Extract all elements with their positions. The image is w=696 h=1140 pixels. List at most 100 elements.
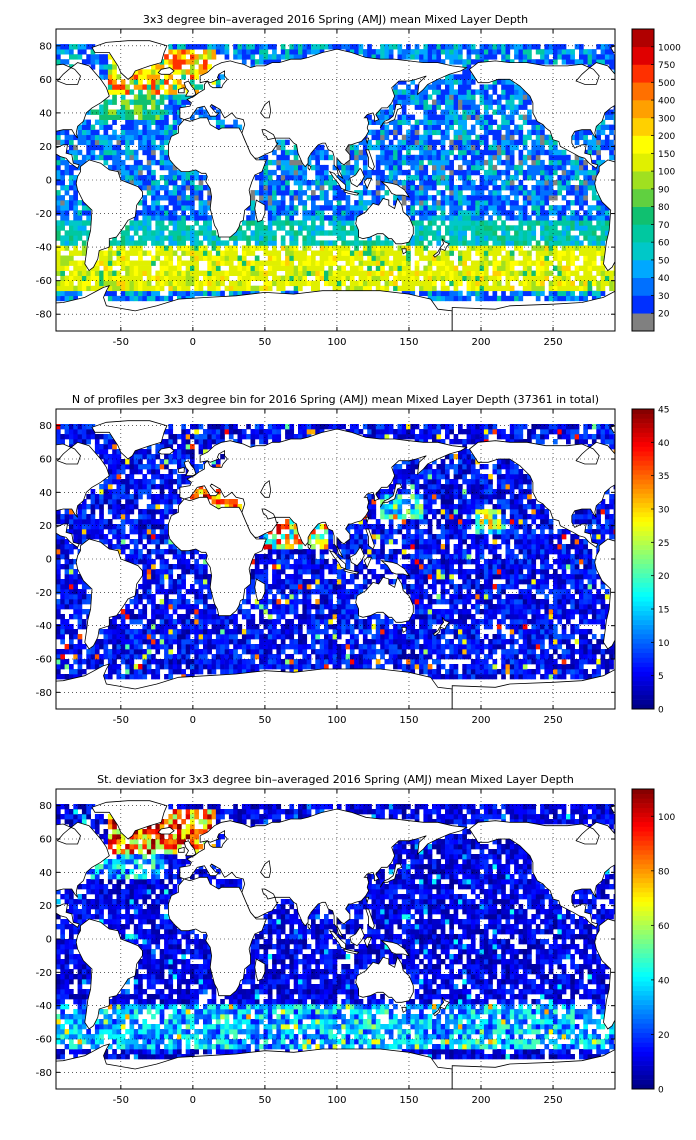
heatmap-cell (224, 54, 230, 60)
heatmap-cell (151, 119, 156, 125)
heatmap-cell (583, 654, 588, 660)
heatmap-cell (112, 99, 117, 105)
heatmap-cell (427, 119, 433, 125)
heatmap-cell (233, 265, 238, 271)
heatmap-cell (241, 290, 247, 297)
heatmap-cell (211, 664, 217, 670)
heatmap-cell (483, 54, 489, 60)
heatmap-cell (69, 644, 74, 650)
heatmap-cell (138, 270, 143, 276)
heatmap-cell (496, 215, 502, 221)
heatmap-cell (164, 139, 169, 146)
heatmap-cell (181, 54, 186, 60)
heatmap-cell (151, 169, 156, 176)
heatmap-cell (276, 175, 282, 181)
heatmap-cell (596, 649, 601, 655)
land-mass (75, 159, 143, 272)
heatmap-cell (211, 270, 217, 276)
heatmap-cell (570, 164, 575, 171)
heatmap-cell (531, 44, 537, 50)
heatmap-cell (514, 89, 519, 95)
heatmap-cell (138, 235, 143, 241)
heatmap-cell (116, 159, 122, 166)
x-tick-label: 250 (544, 337, 563, 348)
heatmap-cell (215, 659, 221, 665)
heatmap-cell (259, 260, 264, 266)
heatmap-cell (276, 180, 282, 186)
heatmap-cell (496, 270, 502, 276)
heatmap-cell (596, 285, 601, 292)
heatmap-cell (583, 245, 588, 251)
heatmap-cell (458, 104, 463, 110)
heatmap-cell (501, 260, 506, 266)
heatmap-cell (397, 154, 403, 161)
heatmap-cell (527, 280, 532, 287)
heatmap-cell (181, 49, 186, 55)
heatmap-cell (215, 275, 221, 281)
heatmap-cell (367, 54, 372, 60)
heatmap-cell (596, 159, 601, 166)
heatmap-cell (177, 260, 182, 266)
heatmap-cell (103, 634, 109, 640)
heatmap-cell (414, 220, 420, 226)
heatmap-cell (587, 270, 593, 276)
heatmap-cell (241, 59, 247, 65)
heatmap-cell (613, 114, 615, 120)
heatmap-cell (177, 114, 182, 120)
heatmap-cell (133, 285, 139, 292)
heatmap-cell (319, 255, 325, 261)
heatmap-cell (56, 59, 61, 65)
heatmap-cell (107, 164, 113, 171)
heatmap-cell (557, 164, 563, 171)
heatmap-cell (401, 104, 407, 110)
heatmap-cell (371, 644, 377, 650)
heatmap-cell (345, 644, 351, 650)
heatmap-cell (479, 225, 485, 231)
heatmap-cell (388, 639, 394, 645)
heatmap-cell (168, 215, 174, 221)
heatmap-cell (557, 175, 563, 181)
heatmap-cell (60, 44, 65, 50)
heatmap-cell (445, 129, 450, 136)
heatmap-cell (177, 639, 182, 645)
heatmap-cell (397, 285, 403, 292)
heatmap-cell (345, 664, 351, 670)
heatmap-cell (540, 275, 545, 281)
heatmap-cell (133, 270, 139, 276)
heatmap-cell (168, 44, 174, 50)
heatmap-cell (604, 144, 610, 151)
heatmap-cell (505, 669, 511, 675)
heatmap-cell (535, 124, 541, 130)
heatmap-cell (492, 245, 498, 251)
colorbar-swatch (632, 313, 654, 332)
heatmap-cell (388, 49, 394, 55)
heatmap-cell (345, 629, 351, 635)
heatmap-cell (527, 639, 532, 645)
heatmap-cell (540, 280, 545, 287)
heatmap-cell (289, 49, 295, 55)
heatmap-cell (142, 119, 148, 125)
heatmap-cell (311, 200, 316, 206)
heatmap-cell (77, 149, 83, 156)
heatmap-cell (220, 124, 225, 130)
heatmap-cell (263, 639, 269, 645)
heatmap-cell (453, 144, 459, 151)
heatmap-cell (224, 629, 230, 635)
heatmap-cell (475, 290, 480, 297)
heatmap-cell (103, 124, 109, 130)
heatmap-cell (177, 200, 182, 206)
heatmap-cell (60, 185, 65, 191)
heatmap-cell (172, 59, 178, 65)
heatmap-cell (401, 255, 407, 261)
heatmap-cell (125, 129, 130, 136)
heatmap-cell (574, 215, 580, 221)
heatmap-cell (505, 664, 511, 670)
heatmap-cell (60, 215, 65, 221)
heatmap-cell (116, 674, 122, 680)
heatmap-cell (432, 119, 437, 125)
heatmap-cell (336, 159, 342, 166)
heatmap-cell (332, 664, 338, 670)
heatmap-cell (298, 285, 303, 292)
heatmap-cell (233, 290, 238, 297)
heatmap-cell (267, 664, 273, 670)
